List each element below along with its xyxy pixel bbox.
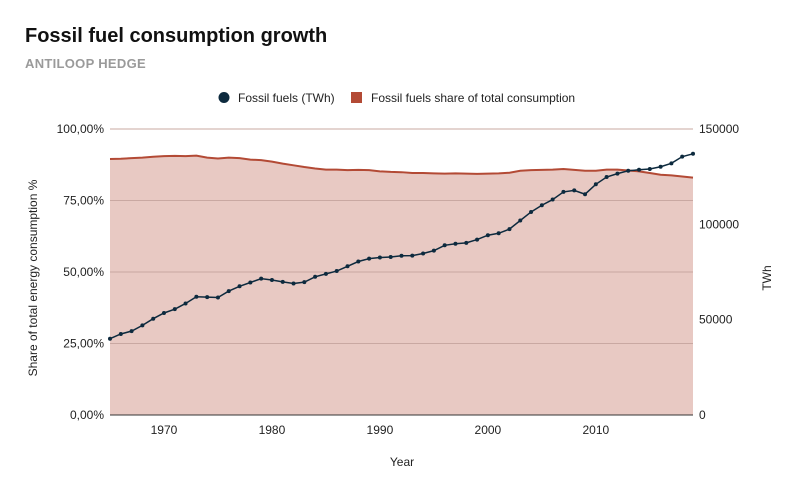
twh-point [604, 175, 609, 180]
x-tick-label: 1970 [151, 423, 178, 437]
y-axis-left-label: Share of total energy consumption % [26, 179, 40, 376]
twh-point [172, 307, 177, 312]
twh-point [129, 329, 134, 334]
y-axis-right-label: TWh [760, 265, 774, 290]
twh-point [140, 323, 145, 328]
twh-point [194, 294, 199, 299]
twh-point [583, 192, 588, 197]
twh-point [442, 243, 447, 248]
y-left-tick-label: 0,00% [70, 408, 104, 422]
legend-label-fossil-twh: Fossil fuels (TWh) [238, 91, 335, 105]
share-line [109, 154, 694, 179]
y-right-tick-label: 100000 [699, 217, 739, 231]
twh-point [550, 197, 555, 202]
y-left-tick-label: 75,00% [63, 194, 104, 208]
x-tick-label: 1990 [367, 423, 394, 437]
twh-point [259, 276, 264, 281]
twh-point [431, 248, 436, 253]
grid-layer [110, 128, 693, 344]
twh-point [161, 310, 166, 315]
twh-point [658, 164, 663, 169]
x-axis-label: Year [390, 455, 414, 469]
y-right-tick-label: 0 [699, 408, 706, 422]
twh-point [421, 251, 426, 256]
twh-point [485, 233, 490, 238]
twh-point [118, 331, 123, 336]
twh-point [680, 154, 685, 159]
twh-point [572, 188, 577, 193]
twh-point [626, 168, 631, 173]
twh-point [561, 189, 566, 194]
twh-point [637, 167, 642, 172]
twh-point [280, 279, 285, 284]
twh-point [377, 255, 382, 260]
axis-layer: 0,00% 25,00% 50,00% 75,00% 100,00% 0 50000 1000… [57, 122, 740, 437]
twh-point [388, 254, 393, 259]
x-tick-label: 2010 [582, 423, 609, 437]
twh-point [464, 240, 469, 245]
legend: Fossil fuels (TWh) Fossil fuels share of… [218, 91, 575, 105]
share-area [110, 155, 693, 415]
twh-point [410, 253, 415, 258]
twh-point [323, 271, 328, 276]
twh-point [475, 237, 480, 242]
twh-point [215, 295, 220, 300]
twh-point [302, 280, 307, 285]
twh-point [593, 182, 598, 187]
twh-point [313, 274, 318, 279]
twh-point [691, 151, 695, 156]
twh-point [205, 295, 210, 300]
twh-point [334, 269, 339, 274]
twh-point [356, 259, 361, 264]
twh-point [345, 264, 350, 269]
twh-point [453, 241, 458, 246]
twh-point [496, 231, 501, 236]
twh-point [151, 316, 156, 321]
y-right-tick-label: 50000 [699, 313, 733, 327]
twh-point [539, 203, 544, 208]
twh-point [226, 289, 231, 294]
twh-point [237, 284, 242, 289]
twh-point [108, 336, 112, 341]
twh-point [183, 301, 188, 306]
twh-point [269, 278, 274, 283]
twh-point [367, 256, 372, 261]
y-left-tick-label: 50,00% [63, 265, 104, 279]
y-left-tick-label: 100,00% [57, 122, 105, 136]
twh-point [507, 227, 512, 232]
legend-swatch-fossil-twh [218, 92, 230, 103]
twh-point [399, 253, 404, 258]
twh-point [248, 280, 253, 285]
x-tick-label: 1980 [259, 423, 286, 437]
y-left-tick-label: 25,00% [63, 337, 104, 351]
chart-subtitle: ANTILOOP HEDGE [25, 56, 146, 71]
x-tick-label: 2000 [475, 423, 502, 437]
y-right-tick-label: 150000 [699, 122, 739, 136]
twh-point [647, 167, 652, 172]
twh-point [669, 161, 674, 166]
twh-point [518, 218, 523, 223]
twh-point [615, 171, 620, 176]
chart-title: Fossil fuel consumption growth [25, 25, 328, 47]
twh-point [529, 209, 534, 214]
twh-point [291, 281, 296, 286]
share-area-layer [109, 154, 694, 415]
twh-line-layer [108, 151, 695, 341]
legend-swatch-share [351, 92, 362, 103]
legend-label-share: Fossil fuels share of total consumption [371, 91, 575, 105]
